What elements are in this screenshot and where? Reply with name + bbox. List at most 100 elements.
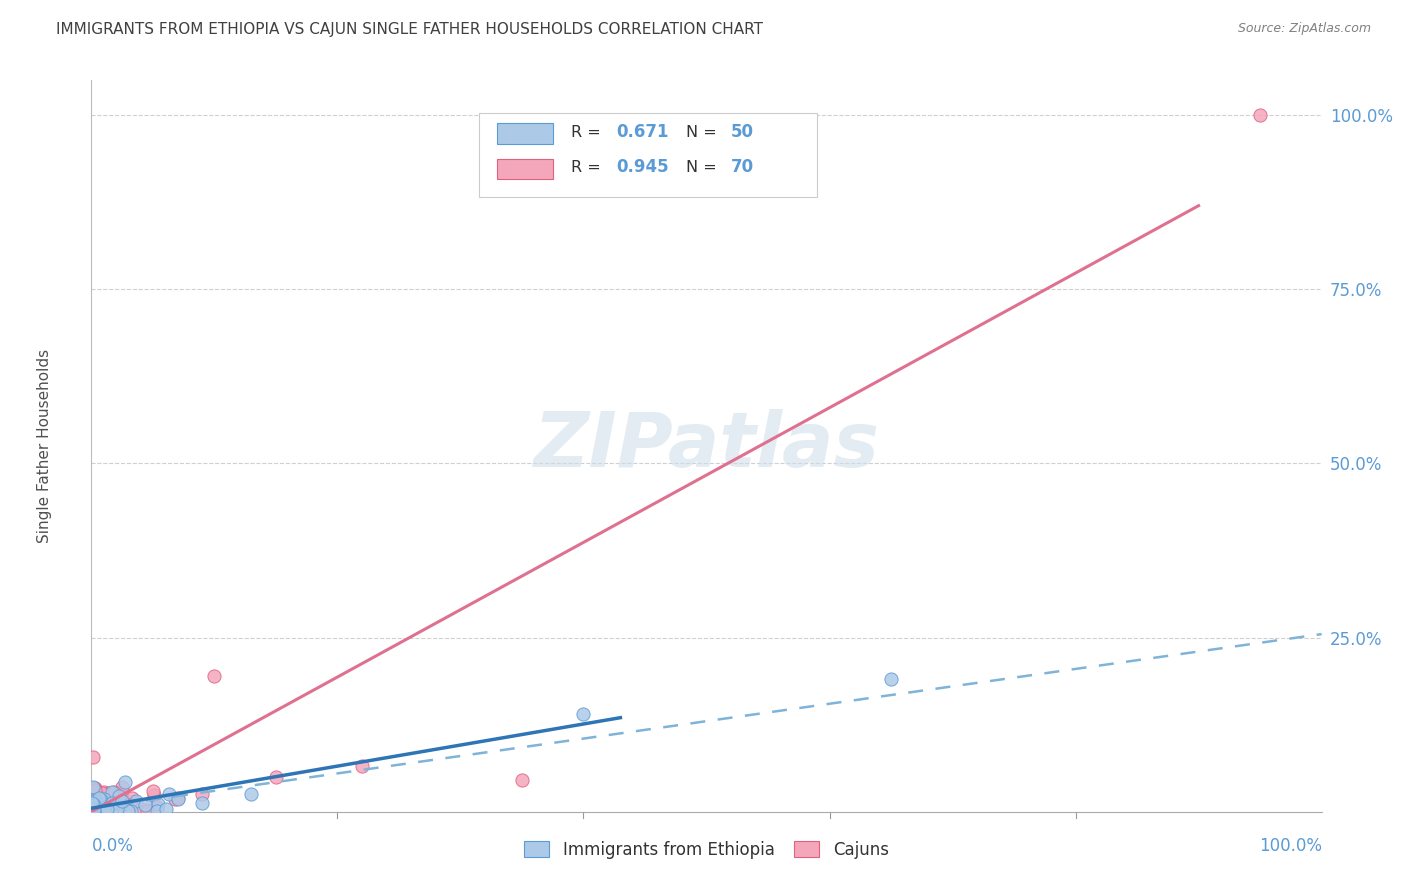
Point — [87, 805, 110, 819]
Point — [352, 759, 374, 773]
Point — [108, 804, 131, 818]
Point — [89, 799, 111, 814]
Point — [91, 798, 114, 813]
Point — [166, 792, 188, 806]
Point — [114, 802, 136, 816]
Point — [191, 787, 214, 801]
Point — [84, 802, 107, 816]
Point — [93, 803, 115, 817]
Point — [90, 803, 112, 817]
Text: R =: R = — [571, 125, 606, 140]
Text: N =: N = — [686, 160, 721, 175]
Point — [111, 794, 134, 808]
Point — [114, 801, 136, 815]
Point — [84, 797, 107, 811]
Point — [1249, 108, 1271, 122]
Point — [89, 801, 111, 815]
Point — [93, 804, 115, 818]
Point — [84, 799, 107, 814]
Point — [93, 802, 115, 816]
Text: IMMIGRANTS FROM ETHIOPIA VS CAJUN SINGLE FATHER HOUSEHOLDS CORRELATION CHART: IMMIGRANTS FROM ETHIOPIA VS CAJUN SINGLE… — [56, 22, 763, 37]
Point — [100, 803, 122, 817]
Point — [93, 801, 115, 815]
Point — [93, 802, 115, 816]
Point — [89, 802, 111, 816]
Point — [880, 673, 903, 687]
Point — [87, 802, 110, 816]
Point — [105, 802, 128, 816]
FancyBboxPatch shape — [479, 113, 817, 197]
Point — [145, 800, 167, 814]
Point — [142, 784, 165, 798]
Point — [82, 780, 104, 795]
Text: 0.945: 0.945 — [617, 158, 669, 177]
Legend: Immigrants from Ethiopia, Cajuns: Immigrants from Ethiopia, Cajuns — [517, 834, 896, 865]
Point — [163, 792, 186, 806]
Point — [97, 788, 120, 802]
Point — [202, 669, 225, 683]
Point — [82, 790, 104, 805]
Point — [110, 803, 132, 817]
Text: N =: N = — [686, 125, 721, 140]
Point — [83, 783, 105, 797]
Point — [191, 797, 214, 811]
Point — [91, 786, 114, 800]
Point — [111, 780, 134, 794]
Text: 50: 50 — [731, 123, 754, 141]
Point — [100, 805, 122, 819]
Point — [136, 804, 159, 818]
Text: Source: ZipAtlas.com: Source: ZipAtlas.com — [1237, 22, 1371, 36]
Text: 0.671: 0.671 — [617, 123, 669, 141]
Point — [125, 794, 148, 808]
Point — [82, 794, 104, 808]
Point — [90, 797, 112, 812]
Point — [117, 804, 139, 818]
Point — [93, 792, 115, 806]
Point — [103, 802, 125, 816]
Point — [111, 800, 134, 814]
Point — [87, 798, 110, 813]
Point — [82, 793, 104, 807]
Point — [89, 801, 111, 815]
Point — [134, 797, 156, 812]
Point — [107, 802, 129, 816]
Point — [82, 804, 104, 818]
Point — [87, 804, 110, 818]
Point — [146, 804, 169, 818]
Point — [84, 780, 107, 795]
Point — [86, 794, 108, 808]
Point — [90, 800, 112, 814]
Point — [83, 799, 105, 814]
Text: 0.0%: 0.0% — [91, 838, 134, 855]
Point — [87, 793, 110, 807]
Text: R =: R = — [571, 160, 606, 175]
Point — [83, 788, 105, 802]
Point — [129, 802, 152, 816]
Point — [107, 799, 129, 814]
Point — [97, 803, 120, 817]
Point — [111, 789, 134, 803]
Text: 100.0%: 100.0% — [1258, 838, 1322, 855]
Point — [82, 796, 104, 810]
Point — [100, 785, 122, 799]
Text: 70: 70 — [731, 158, 754, 177]
Point — [146, 797, 169, 812]
Point — [155, 802, 177, 816]
Point — [97, 801, 120, 815]
Point — [101, 796, 124, 810]
Point — [87, 804, 110, 818]
Point — [96, 799, 118, 814]
Bar — [498, 159, 553, 179]
Point — [83, 802, 105, 816]
Point — [94, 804, 117, 818]
Point — [100, 800, 122, 814]
Point — [86, 803, 108, 817]
Point — [510, 773, 533, 788]
Point — [82, 805, 104, 819]
Point — [118, 797, 141, 812]
Point — [135, 804, 157, 818]
Bar — [498, 123, 553, 144]
Point — [83, 795, 105, 809]
Point — [89, 797, 111, 811]
Point — [82, 795, 104, 809]
